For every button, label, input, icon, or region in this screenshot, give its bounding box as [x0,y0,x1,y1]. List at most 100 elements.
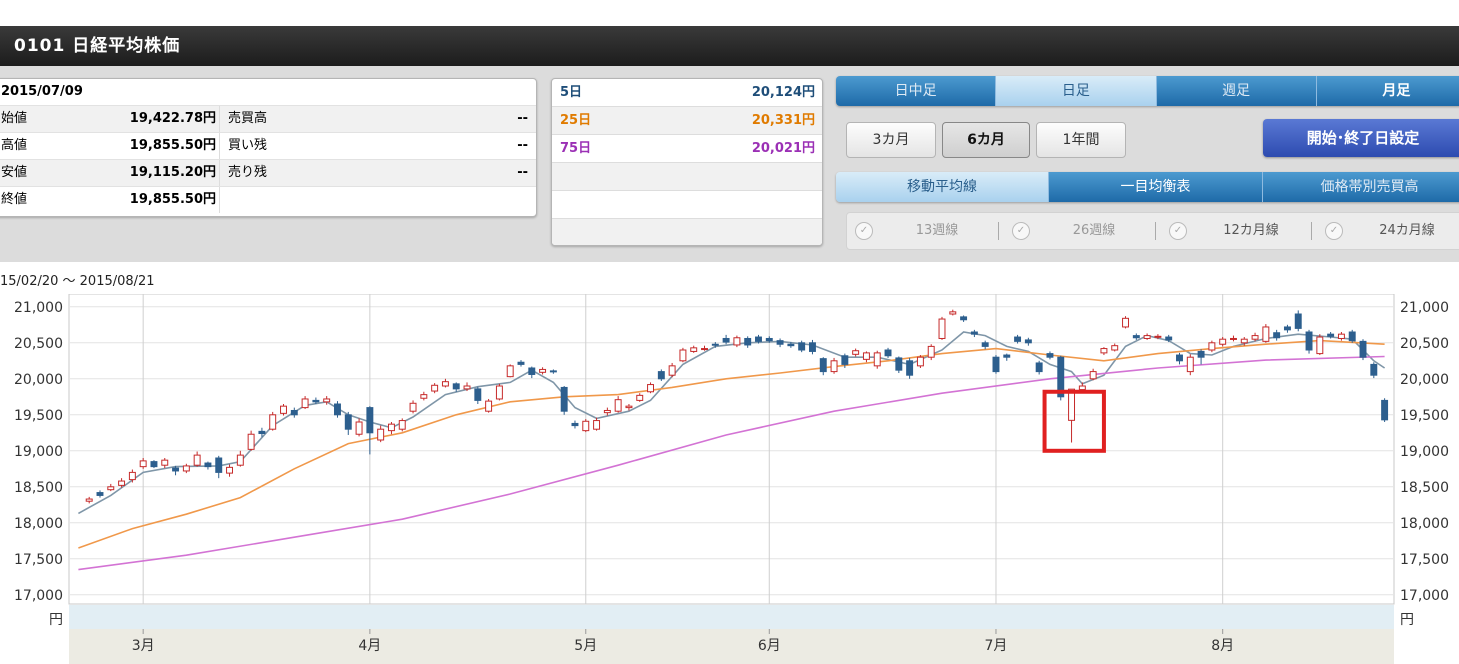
candle-body [236,454,244,466]
ma-label: 25日 [560,113,592,128]
candle-body [247,433,255,450]
tab-intraday[interactable]: 日中足 [836,76,997,106]
highlight-box [1042,389,1106,453]
candle-body [1122,317,1129,328]
candle-body [290,409,298,416]
candle-body [1219,338,1227,345]
y-tick-label-right: 21,000 [1400,300,1449,316]
candle-body [1057,356,1065,398]
ma-value: 20,021円 [751,141,815,156]
candle-body [830,360,838,373]
quote-label-2: 売り残 [228,165,268,180]
y-tick-label-right: 20,500 [1400,336,1449,352]
interval-tabs: 日中足 日足 週足 月足 [836,76,1459,106]
candle-body [226,466,233,474]
candle-body [873,352,881,367]
period-6m-button[interactable]: 6カ月 [942,122,1030,158]
candle-body [981,342,989,347]
candle-body [787,343,795,347]
candle-body [1283,326,1291,331]
quote-date: 2015/07/09 [1,84,83,99]
period-1y-button[interactable]: 1年間 [1036,122,1126,158]
y-tick-label-left: 17,500 [14,552,63,568]
candle-body [1327,333,1335,337]
candle-body [862,352,870,360]
x-tick-label: 7月 [985,638,1008,654]
candle-body [387,423,395,432]
plot-area [68,294,1395,605]
candle-body [1240,338,1248,344]
tab-volume-profile[interactable]: 価格帯別売買高 [1263,172,1459,202]
option-24-month[interactable]: ✓ 24カ月線 [1317,213,1459,249]
stock-chart: 21,000 21,000 20,500 20,500 20,000 20,000 19,5… [14,294,1449,664]
candle-body [1089,371,1097,380]
candle-body [506,365,514,378]
y-tick-label-right: 18,000 [1400,516,1449,532]
candle-body [1294,313,1302,329]
candle-body [895,357,903,371]
indicator-tabs: 移動平均線 一目均衡表 価格帯別売買高 [836,172,1459,202]
candle-body [614,399,622,412]
option-13-week[interactable]: ✓ 13週線 [847,213,1002,249]
candle-body [172,467,180,472]
y-tick-label-right: 20,000 [1400,372,1449,388]
candle-body [711,343,719,346]
tab-monthly[interactable]: 月足 [1316,76,1459,106]
candle-body [906,360,914,376]
candle-body [582,420,590,432]
ma-row-empty [552,219,822,245]
candle-body [690,347,698,352]
candle-body [1370,363,1378,376]
option-26-week[interactable]: ✓ 26週線 [1004,213,1159,249]
ma-label: 5日 [560,85,583,100]
set-date-range-button[interactable]: 開始･終了日設定 [1263,119,1459,157]
candle-body [258,430,266,435]
tab-moving-average[interactable]: 移動平均線 [836,172,1049,202]
candle-body [733,337,741,346]
candle-body [765,337,773,342]
ma-row-5: 5日 20,124円 [552,79,822,107]
candle-body [420,394,428,399]
candle-body [431,384,439,392]
period-3m-button[interactable]: 3カ月 [846,122,936,158]
x-axis-band [69,629,1394,664]
candle-body [107,486,115,491]
quote-value-2: -- [517,111,528,126]
quote-label: 始値 [1,111,28,126]
candle-body [1046,353,1054,358]
title-bar: 0101 日経平均株価 [0,26,1459,66]
candle-body [474,388,482,401]
quote-label: 高値 [1,138,28,153]
y-tick-label-right: 17,000 [1400,588,1449,604]
candle-body [1359,340,1367,358]
y-tick-label-left: 18,000 [14,516,63,532]
quote-value-2: -- [517,138,528,153]
candle-body [1251,335,1259,340]
candle-body [1014,336,1022,342]
candle-body [755,336,762,342]
quote-label-2: 買い残 [228,138,268,153]
ma-value: 20,331円 [751,113,815,128]
candle-body [409,402,417,412]
ma-line-25日 [78,339,1385,549]
y-tick-label-left: 18,500 [14,480,63,496]
y-tick-label-left: 21,000 [14,300,63,316]
candle-body [1305,331,1313,351]
check-icon: ✓ [1012,222,1030,240]
tab-daily[interactable]: 日足 [996,76,1157,106]
y-tick-label-right: 19,500 [1400,408,1449,424]
option-label: 24カ月線 [1379,223,1435,238]
candle-body [161,459,169,466]
quote-value: 19,115.20円 [129,165,216,180]
candle-body [1024,339,1032,344]
candle-body [927,345,935,358]
check-icon: ✓ [855,222,873,240]
option-12-month[interactable]: ✓ 12カ月線 [1161,213,1316,249]
check-icon: ✓ [1325,222,1343,240]
y-tick-label-left: 19,500 [14,408,63,424]
quote-row: 終値 19,855.50円 [0,187,536,213]
tab-ichimoku[interactable]: 一目均衡表 [1049,172,1263,202]
y-unit-right: 円 [1400,612,1414,628]
tab-weekly[interactable]: 週足 [1156,76,1317,106]
candle-body [884,349,892,357]
